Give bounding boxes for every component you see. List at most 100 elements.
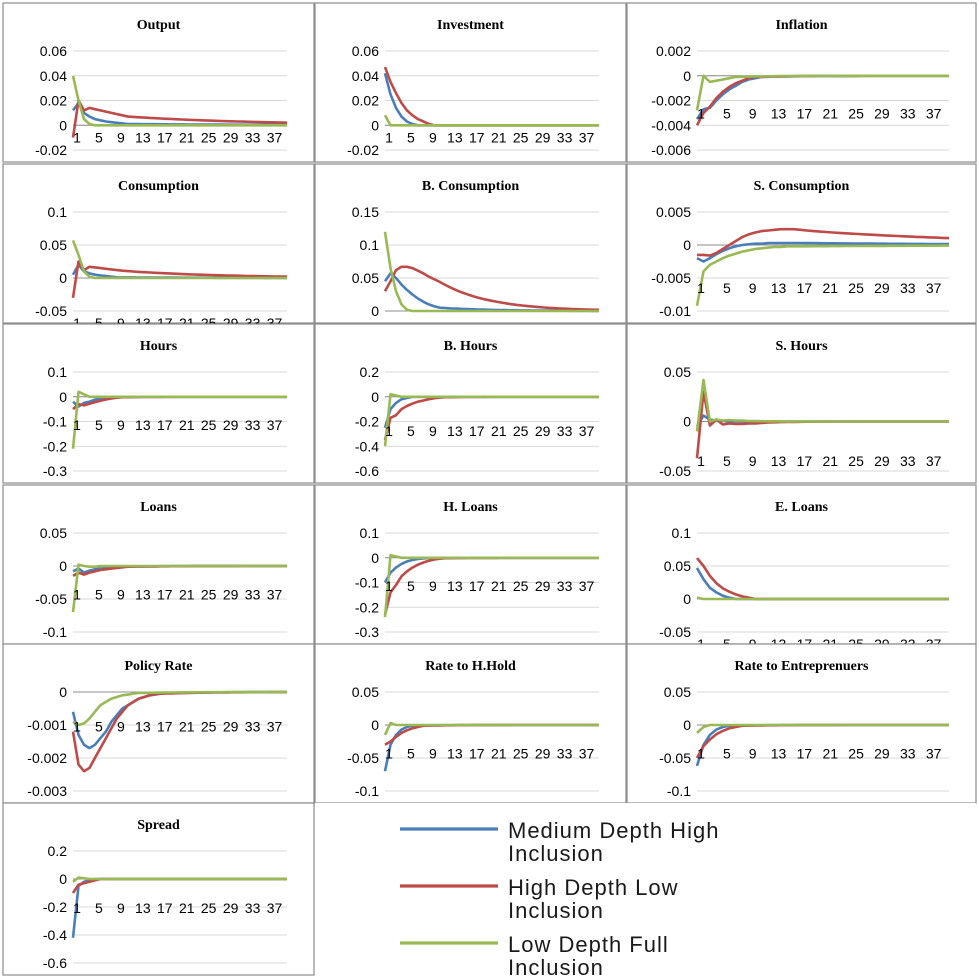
series-line-3 (383, 114, 599, 127)
x-tick-label: 29 (223, 718, 239, 734)
x-tick-label: 29 (223, 900, 239, 916)
panel-rate-to-entreprenuers: Rate to Entreprenuers 0.05 0 -0.05 -0.1 1 5 9 13… (626, 643, 977, 804)
x-tick-label: 25 (201, 718, 217, 734)
panel-title: Spread (137, 818, 180, 833)
panel-title: Policy Rate (124, 659, 192, 674)
x-tick-label: 5 (95, 417, 103, 433)
legend-label: Inclusion (508, 955, 604, 978)
series-line-3 (71, 75, 287, 127)
x-tick-label: 33 (557, 129, 573, 145)
x-tick-label: 9 (749, 280, 757, 296)
x-tick-label: 37 (926, 280, 942, 296)
y-tick-label: 0.1 (360, 525, 380, 541)
x-tick-label: 1 (73, 718, 81, 734)
x-tick-label: 1 (73, 417, 81, 433)
legend-label: High Depth Low (508, 875, 679, 900)
y-tick-label: -0.002 (651, 93, 691, 109)
x-tick-label: 33 (557, 578, 573, 594)
y-tick-label: 0.02 (40, 93, 67, 109)
panel-frame (2, 2, 315, 163)
y-tick-label: 0.06 (352, 43, 379, 59)
x-tick-label: 37 (267, 900, 283, 916)
panel-title: Rate to Entreprenuers (734, 659, 869, 674)
x-tick-label: 33 (557, 423, 573, 439)
y-tick-label: -0.005 (651, 270, 691, 286)
x-tick-label: 37 (579, 578, 595, 594)
y-tick-label: 0 (59, 684, 67, 700)
x-tick-label: 25 (513, 423, 529, 439)
x-tick-label: 29 (535, 423, 551, 439)
x-tick-label: 13 (447, 423, 463, 439)
x-tick-label: 37 (926, 746, 942, 762)
series-line-3 (71, 563, 287, 613)
x-tick-label: 13 (771, 280, 787, 296)
x-tick-label: 37 (926, 106, 942, 122)
x-tick-label: 37 (267, 587, 283, 603)
y-tick-label: -0.05 (347, 750, 379, 766)
series-line-3 (72, 876, 287, 883)
panel-frame (2, 643, 315, 804)
x-tick-label: 1 (697, 746, 705, 762)
series-line-3 (383, 231, 599, 313)
y-tick-label: 0 (371, 389, 379, 405)
x-tick-label: 21 (822, 280, 838, 296)
x-tick-label: 1 (385, 746, 393, 762)
y-tick-label: 0 (683, 414, 691, 430)
series-line-3 (383, 553, 599, 618)
panel-frame (626, 323, 977, 484)
x-tick-label: 17 (157, 587, 173, 603)
series-line-3 (696, 723, 949, 734)
y-tick-label: 0 (683, 717, 691, 733)
y-tick-label: 0.1 (48, 364, 68, 380)
y-tick-label: 0 (683, 68, 691, 84)
x-tick-label: 29 (874, 453, 890, 469)
y-tick-label: -0.001 (27, 717, 67, 733)
panel-frame (314, 643, 627, 804)
y-tick-label: -0.003 (27, 783, 67, 799)
x-tick-label: 17 (469, 578, 485, 594)
x-tick-label: 5 (723, 280, 731, 296)
y-tick-label: -0.02 (35, 142, 67, 158)
x-tick-label: 33 (245, 417, 261, 433)
legend-label: Medium Depth High (508, 818, 719, 843)
panel-s-consumption: S. Consumption 0.005 0 -0.005 -0.01 1 5 9 13 17 21… (626, 163, 977, 324)
x-tick-label: 25 (201, 587, 217, 603)
panel-title: B. Hours (444, 339, 498, 354)
x-tick-label: 17 (797, 746, 813, 762)
x-tick-label: 37 (267, 417, 283, 433)
y-tick-label: 0.2 (48, 843, 68, 859)
x-tick-label: 13 (771, 453, 787, 469)
y-tick-label: 0.05 (664, 364, 691, 380)
x-tick-label: 37 (926, 453, 942, 469)
y-tick-label: 0 (371, 303, 379, 319)
series-line-2 (383, 265, 600, 312)
x-tick-label: 21 (491, 746, 507, 762)
x-tick-label: 9 (429, 746, 437, 762)
y-tick-label: 0.1 (360, 237, 380, 253)
panel-title: Hours (140, 339, 178, 354)
y-tick-label: 0 (59, 558, 67, 574)
x-tick-label: 5 (95, 718, 103, 734)
panel-b-hours: B. Hours 0.2 0 -0.2 -0.4 -0.6 1 5 9 13 17 21 25 29 33 3… (314, 323, 627, 484)
x-tick-label: 29 (874, 106, 890, 122)
legend-label: Low Depth Full (508, 932, 669, 957)
panel-spread: Spread 0.2 0 -0.2 -0.4 -0.6 1 5 9 13 17 21 25 29 33 37 (2, 802, 315, 976)
panel-title: Investment (437, 18, 504, 33)
y-tick-label: -0.2 (355, 599, 379, 615)
x-tick-label: 21 (179, 587, 195, 603)
legend-label: Inclusion (508, 898, 604, 923)
x-tick-label: 9 (117, 900, 125, 916)
x-tick-label: 37 (267, 129, 283, 145)
x-tick-label: 1 (697, 106, 705, 122)
x-tick-label: 21 (179, 900, 195, 916)
series-line-3 (383, 721, 599, 736)
x-tick-label: 13 (135, 718, 151, 734)
panel-title: S. Hours (775, 339, 828, 354)
panel-frame (314, 2, 627, 163)
panel-frame (626, 643, 977, 804)
x-tick-label: 13 (771, 106, 787, 122)
x-tick-label: 13 (135, 129, 151, 145)
panel-title: H. Loans (443, 500, 498, 515)
x-tick-label: 17 (797, 106, 813, 122)
